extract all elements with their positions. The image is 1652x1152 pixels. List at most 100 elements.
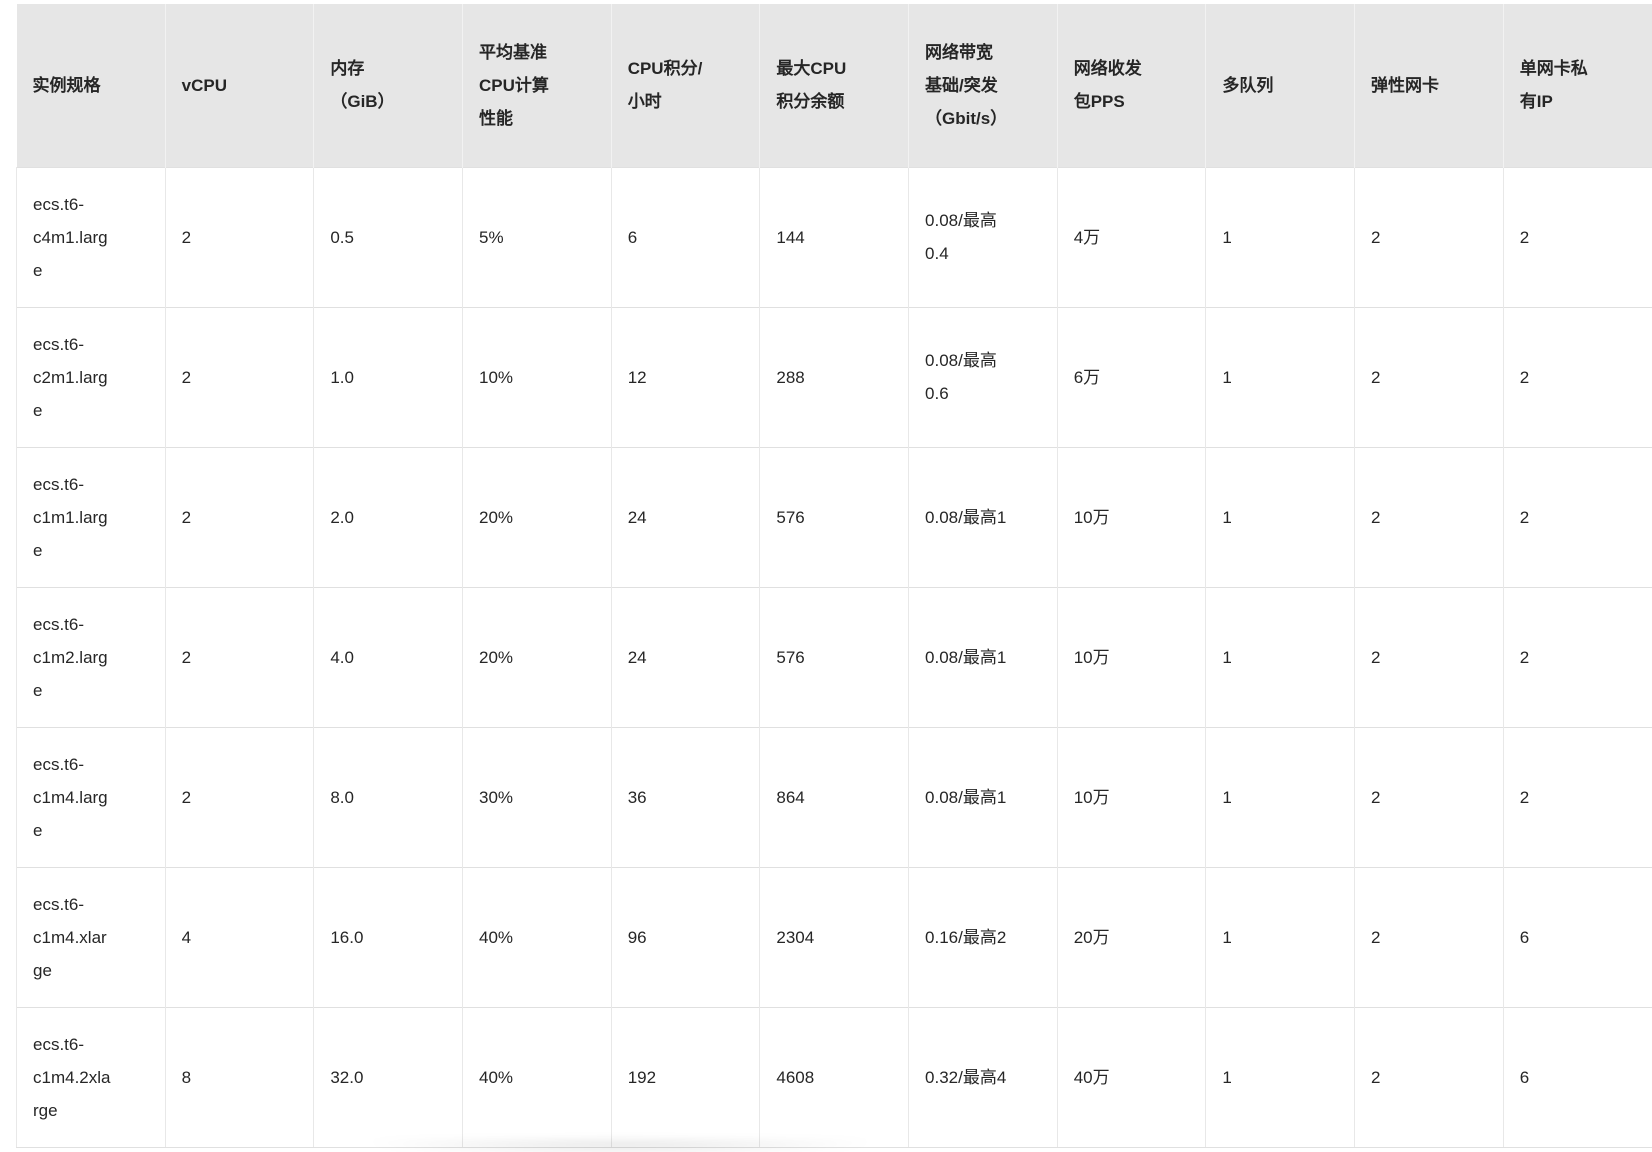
cell-private-ips: 2 (1503, 726, 1652, 867)
cell-pps: 6万 (1057, 306, 1207, 447)
cell-value: 6 (1519, 927, 1530, 947)
cell-credits: 96 (611, 866, 761, 1007)
column-header-label: 最大CPU积分余额 (776, 59, 847, 112)
cell-value: 2 (1371, 367, 1381, 387)
cell-baseline: 20% (462, 446, 612, 587)
cell-value: 6万 (1073, 367, 1101, 387)
cell-max-credits: 2304 (759, 866, 910, 1007)
cell-value: 1 (1222, 647, 1232, 667)
cell-credits: 24 (611, 446, 761, 587)
cell-value: 24 (627, 647, 647, 667)
cell-value: ecs.t6-c4m1.large (33, 194, 108, 280)
cell-bandwidth: 0.08/最高1 (908, 586, 1058, 727)
cell-vcpu: 2 (165, 166, 315, 307)
column-header-label: CPU积分/小时 (627, 59, 703, 112)
cell-value: 288 (776, 367, 805, 387)
table-row: ecs.t6-c1m4.xlarge 4 16.0 40% 96 2304 0.16/最高2… (16, 866, 1652, 1007)
cell-max-credits: 4608 (759, 1006, 910, 1148)
cell-vcpu: 2 (165, 726, 315, 867)
column-header-label: 平均基准CPU计算性能 (479, 42, 549, 128)
cell-bandwidth: 0.16/最高2 (908, 866, 1058, 1007)
cell-value: 16.0 (330, 927, 364, 947)
cell-value: 192 (627, 1067, 657, 1087)
cell-memory: 32.0 (313, 1006, 464, 1148)
cell-value: 8.0 (330, 787, 354, 807)
cell-value: 10万 (1073, 507, 1110, 527)
cell-max-credits: 576 (759, 446, 910, 587)
cell-pps: 10万 (1057, 446, 1207, 587)
cell-baseline: 20% (462, 586, 612, 727)
cell-max-credits: 144 (759, 166, 910, 307)
cell-private-ips: 6 (1503, 866, 1652, 1007)
column-header-label: 网络带宽基础/突发（Gbit/s） (925, 42, 1008, 128)
cell-value: 20% (479, 507, 514, 527)
cell-value: 8 (181, 1067, 192, 1087)
cell-value: 2 (181, 787, 192, 807)
cell-pps: 20万 (1057, 866, 1207, 1007)
cell-credits: 12 (611, 306, 761, 447)
cell-value: 2 (1371, 647, 1381, 667)
cell-value: 2 (181, 507, 192, 527)
cell-memory: 2.0 (313, 446, 464, 587)
cell-queues: 1 (1205, 586, 1356, 727)
cell-queues: 1 (1205, 446, 1356, 587)
cell-value: 2304 (776, 927, 815, 947)
cell-value: 2 (1519, 367, 1530, 387)
column-header-vcpu: vCPU (165, 4, 315, 167)
cell-value: 12 (627, 367, 647, 387)
cell-value: ecs.t6-c1m1.large (33, 474, 108, 560)
cell-value: 2 (181, 367, 192, 387)
cell-enis: 2 (1354, 446, 1504, 587)
cell-value: 1 (1222, 1067, 1232, 1087)
cell-memory: 0.5 (313, 166, 464, 307)
column-header-bandwidth: 网络带宽基础/突发（Gbit/s） (908, 4, 1058, 167)
cell-memory: 1.0 (313, 306, 464, 447)
cell-baseline: 5% (462, 166, 612, 307)
column-header-enis: 弹性网卡 (1354, 4, 1504, 167)
cell-baseline: 40% (462, 1006, 612, 1148)
cell-value: 30% (479, 787, 514, 807)
cell-value: 4万 (1073, 227, 1101, 247)
cell-spec: ecs.t6-c1m4.2xlarge (16, 1006, 166, 1148)
column-header-label: 网络收发包PPS (1073, 59, 1142, 112)
cell-queues: 1 (1205, 1006, 1356, 1148)
cell-value: 4608 (776, 1067, 815, 1087)
cell-pps: 10万 (1057, 586, 1207, 727)
cell-spec: ecs.t6-c1m4.xlarge (16, 866, 166, 1007)
cell-value: ecs.t6-c2m1.large (33, 334, 108, 420)
cell-value: 2 (1371, 1067, 1381, 1087)
cell-max-credits: 576 (759, 586, 910, 727)
cell-queues: 1 (1205, 726, 1356, 867)
cell-enis: 2 (1354, 866, 1504, 1007)
cell-pps: 40万 (1057, 1006, 1207, 1148)
cell-value: 0.5 (330, 227, 354, 247)
cell-value: ecs.t6-c1m4.large (33, 754, 108, 840)
cell-private-ips: 6 (1503, 1006, 1652, 1148)
cell-queues: 1 (1205, 866, 1356, 1007)
cell-pps: 4万 (1057, 166, 1207, 307)
cell-value: 10万 (1073, 787, 1110, 807)
column-header-max-credits: 最大CPU积分余额 (759, 4, 910, 167)
cell-bandwidth: 0.08/最高1 (908, 446, 1058, 587)
cell-enis: 2 (1354, 166, 1504, 307)
cell-memory: 8.0 (313, 726, 464, 867)
cell-queues: 1 (1205, 306, 1356, 447)
cell-value: 0.08/最高0.4 (925, 211, 997, 263)
cell-queues: 1 (1205, 166, 1356, 307)
column-header-pps: 网络收发包PPS (1057, 4, 1207, 167)
cell-baseline: 30% (462, 726, 612, 867)
cell-value: 144 (776, 227, 805, 247)
cell-credits: 6 (611, 166, 761, 307)
cell-value: 2 (1371, 927, 1381, 947)
cell-baseline: 40% (462, 866, 612, 1007)
cell-vcpu: 2 (165, 586, 315, 727)
cell-value: 1 (1222, 227, 1232, 247)
cell-value: 24 (627, 507, 647, 527)
cell-bandwidth: 0.08/最高1 (908, 726, 1058, 867)
cell-value: 96 (627, 927, 647, 947)
table-row: ecs.t6-c1m4.large 2 8.0 30% 36 864 0.08/最高1 10万… (16, 726, 1652, 867)
column-header-private-ips: 单网卡私有IP (1503, 4, 1652, 167)
cell-credits: 192 (611, 1006, 761, 1148)
cell-value: 2 (1371, 787, 1381, 807)
cell-pps: 10万 (1057, 726, 1207, 867)
